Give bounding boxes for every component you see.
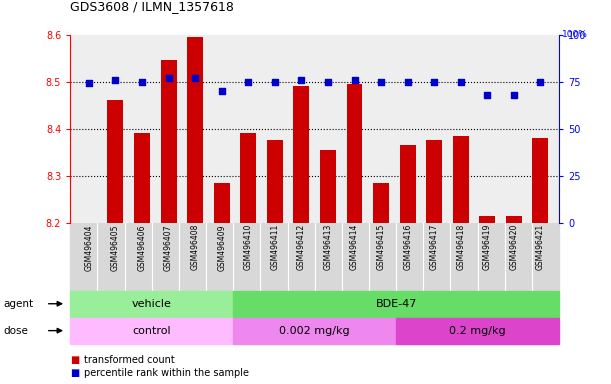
Point	[243, 79, 253, 85]
Text: ■: ■	[70, 368, 79, 378]
Text: control: control	[133, 326, 171, 336]
Text: GDS3608 / ILMN_1357618: GDS3608 / ILMN_1357618	[70, 0, 234, 13]
Point	[430, 79, 439, 85]
Point	[403, 79, 412, 85]
Point	[111, 77, 120, 83]
Text: ■: ■	[70, 355, 79, 365]
Bar	[346, 84, 362, 223]
Point	[190, 75, 200, 81]
Bar	[108, 100, 123, 223]
Text: 0.002 mg/kg: 0.002 mg/kg	[279, 326, 350, 336]
Text: vehicle: vehicle	[132, 299, 172, 309]
Bar	[134, 133, 150, 223]
Bar	[214, 183, 230, 223]
Bar	[293, 86, 309, 223]
Point	[270, 79, 280, 85]
Text: BDE-47: BDE-47	[375, 299, 417, 309]
Bar	[161, 60, 177, 223]
Bar	[400, 145, 415, 223]
Point	[164, 75, 174, 81]
Bar	[320, 150, 336, 223]
Text: dose: dose	[3, 326, 28, 336]
Bar	[426, 141, 442, 223]
Point	[217, 88, 227, 94]
Bar	[373, 183, 389, 223]
Point	[456, 79, 466, 85]
Bar	[453, 136, 469, 223]
Bar	[187, 37, 203, 223]
Point	[296, 77, 306, 83]
Bar	[480, 216, 496, 223]
Point	[483, 92, 492, 98]
Bar	[506, 216, 522, 223]
Point	[376, 79, 386, 85]
Point	[84, 80, 93, 86]
Bar	[267, 141, 283, 223]
Point	[349, 77, 359, 83]
Text: transformed count: transformed count	[84, 355, 175, 365]
Bar	[240, 133, 256, 223]
Point	[137, 79, 147, 85]
Text: percentile rank within the sample: percentile rank within the sample	[84, 368, 249, 378]
Bar	[533, 138, 549, 223]
Text: 100%: 100%	[562, 30, 588, 39]
Text: 0.2 mg/kg: 0.2 mg/kg	[449, 326, 506, 336]
Point	[509, 92, 519, 98]
Text: agent: agent	[3, 299, 33, 309]
Point	[323, 79, 333, 85]
Point	[536, 79, 546, 85]
